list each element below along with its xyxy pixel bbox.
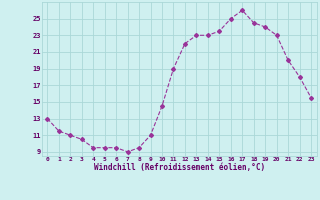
X-axis label: Windchill (Refroidissement éolien,°C): Windchill (Refroidissement éolien,°C): [94, 163, 265, 172]
